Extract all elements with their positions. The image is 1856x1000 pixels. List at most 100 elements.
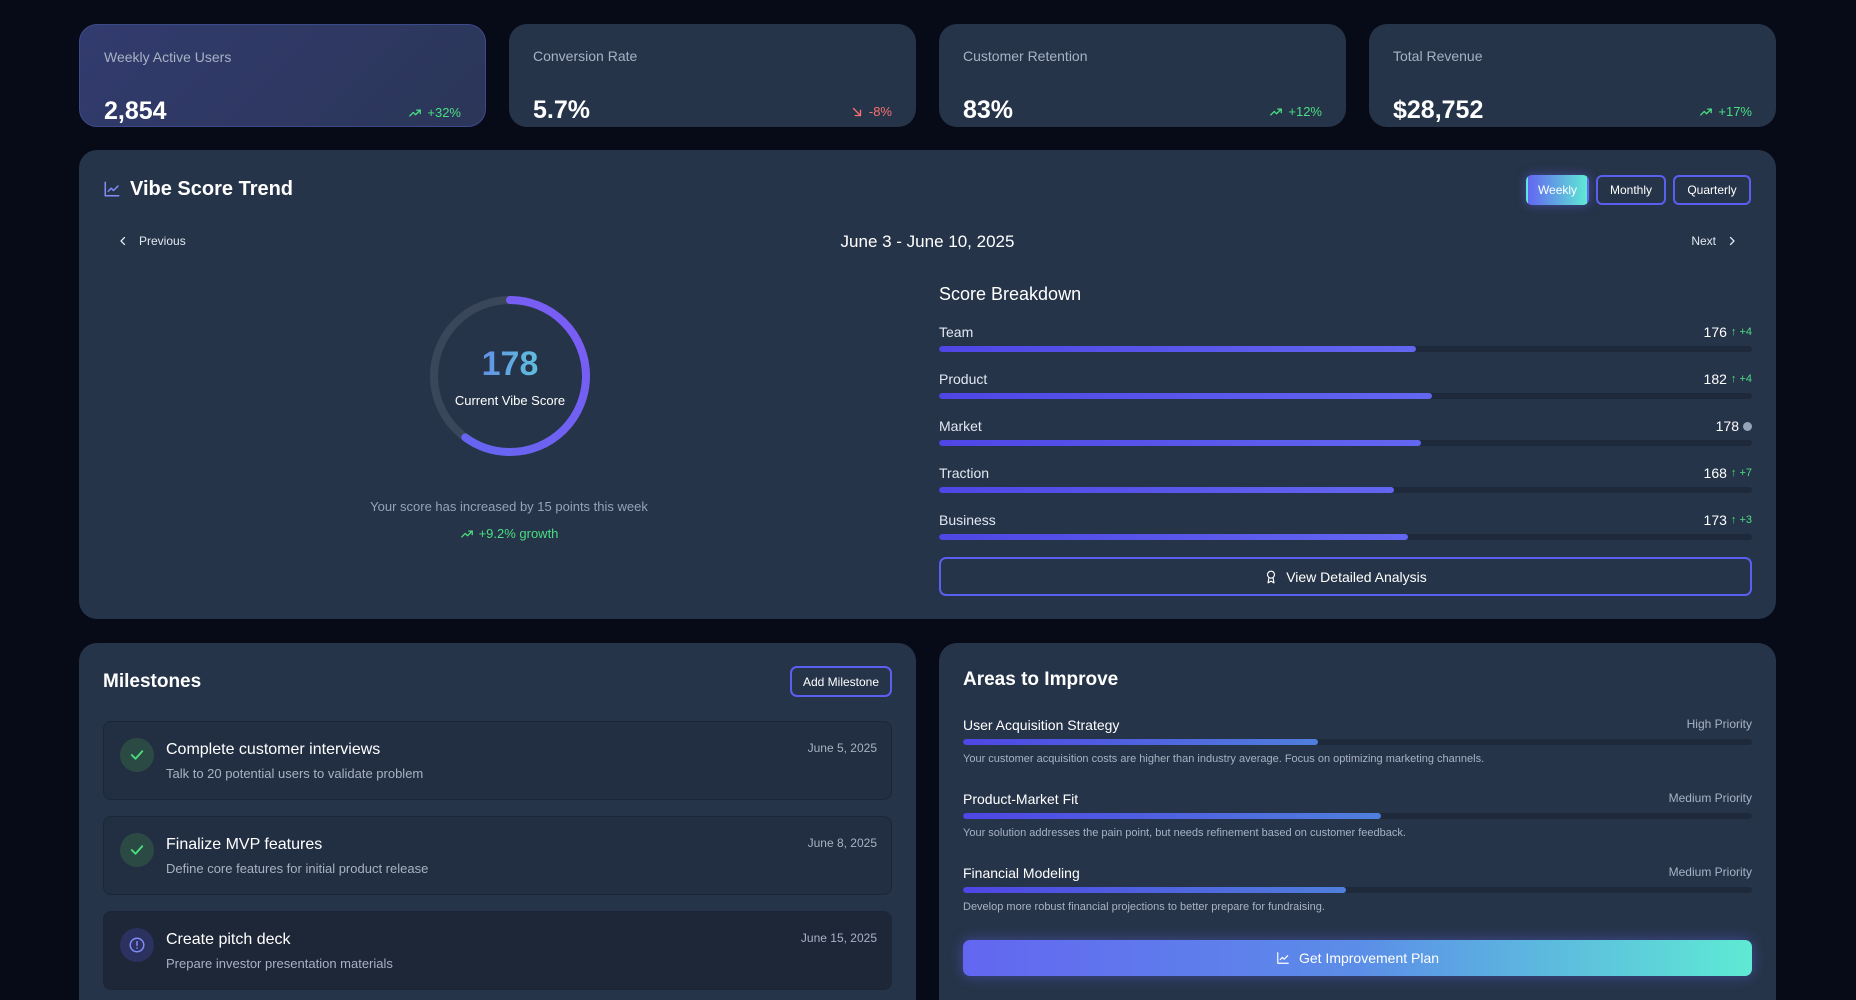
improve-priority: High Priority bbox=[1686, 717, 1752, 731]
breakdown-label: Traction bbox=[939, 465, 990, 481]
range-monthly-button[interactable]: Monthly bbox=[1596, 175, 1666, 205]
breakdown-delta: ↑ +7 bbox=[1730, 467, 1752, 479]
get-improvement-plan-button[interactable]: Get Improvement Plan bbox=[963, 940, 1752, 976]
range-quarterly-button[interactable]: Quarterly bbox=[1673, 175, 1751, 205]
breakdown-track bbox=[939, 393, 1752, 399]
kpi-label: Weekly Active Users bbox=[104, 49, 232, 65]
breakdown-score-value: 168 bbox=[1703, 465, 1727, 481]
improve-desc: Your solution addresses the pain point, … bbox=[963, 827, 1406, 839]
milestone-desc: Talk to 20 potential users to validate p… bbox=[166, 766, 424, 781]
improve-desc: Your customer acquisition costs are high… bbox=[963, 753, 1485, 765]
neutral-dot-icon bbox=[1743, 421, 1752, 431]
breakdown-fill bbox=[939, 440, 1422, 446]
improve-fill bbox=[963, 887, 1346, 893]
line-chart-icon bbox=[1277, 952, 1289, 964]
milestone-status bbox=[120, 833, 154, 867]
date-range: June 3 - June 10, 2025 bbox=[840, 232, 1015, 251]
award-icon bbox=[1267, 570, 1276, 583]
breakdown-score: 173 ↑ +3 bbox=[1704, 512, 1752, 528]
check-icon bbox=[130, 750, 144, 760]
arrow-down-right-icon bbox=[852, 107, 862, 116]
kpi-change-value: -8% bbox=[868, 104, 892, 119]
milestones-title: Milestones bbox=[103, 671, 202, 692]
breakdown-score: 182 ↑ +4 bbox=[1704, 371, 1752, 387]
breakdown-delta: ↑ +4 bbox=[1730, 326, 1752, 338]
milestone-title: Create pitch deck bbox=[166, 931, 291, 948]
breakdown-delta-value: +4 bbox=[1739, 373, 1752, 385]
alert-circle-icon bbox=[129, 937, 145, 953]
areas-to-improve-card: Areas to Improve User Acquisition Strate… bbox=[939, 643, 1776, 1000]
breakdown-score-value: 173 bbox=[1703, 512, 1727, 528]
breakdown-delta: ↑ +4 bbox=[1730, 373, 1752, 385]
breakdown-label: Product bbox=[939, 371, 988, 387]
range-weekly-button[interactable]: Weekly bbox=[1526, 175, 1589, 205]
breakdown-label: Team bbox=[939, 324, 974, 340]
milestone-date: June 8, 2025 bbox=[807, 836, 877, 850]
milestone-item[interactable]: Complete customer interviews Talk to 20 … bbox=[103, 721, 892, 800]
view-detailed-analysis-button[interactable]: View Detailed Analysis bbox=[939, 557, 1752, 596]
improve-priority: Medium Priority bbox=[1668, 865, 1752, 879]
breakdown-delta-value: +4 bbox=[1739, 326, 1752, 338]
milestone-title: Complete customer interviews bbox=[166, 741, 381, 758]
kpi-card-conversion-rate[interactable]: Conversion Rate 5.7% -8% bbox=[509, 24, 916, 127]
breakdown-score-value: 182 bbox=[1703, 371, 1727, 387]
milestones-card: Milestones Add Milestone Complete custom… bbox=[79, 643, 916, 1000]
kpi-value: 2,854 bbox=[104, 97, 167, 125]
breakdown-delta: ↑ +3 bbox=[1730, 514, 1752, 526]
breakdown-score: 176 ↑ +4 bbox=[1704, 324, 1752, 340]
vibe-score-gauge: 178 Current Vibe Score bbox=[427, 293, 593, 459]
milestone-date: June 5, 2025 bbox=[807, 741, 877, 755]
kpi-card-total-revenue[interactable]: Total Revenue $28,752 +17% bbox=[1369, 24, 1776, 127]
trending-up-icon bbox=[460, 529, 473, 538]
breakdown-row-team: Team 176 ↑ +4 bbox=[939, 324, 1752, 364]
kpi-card-customer-retention[interactable]: Customer Retention 83% +12% bbox=[939, 24, 1346, 127]
breakdown-row-product: Product 182 ↑ +4 bbox=[939, 371, 1752, 411]
kpi-change: -8% bbox=[850, 104, 892, 119]
kpi-card-weekly-active-users[interactable]: Weekly Active Users 2,854 +32% bbox=[79, 24, 486, 127]
breakdown-fill bbox=[939, 487, 1395, 493]
improve-name: User Acquisition Strategy bbox=[963, 717, 1120, 733]
chevron-left-icon bbox=[120, 236, 126, 246]
kpi-change: +17% bbox=[1699, 104, 1752, 119]
breakdown-label: Market bbox=[939, 418, 982, 434]
kpi-value: 5.7% bbox=[533, 96, 590, 124]
score-growth-value: +9.2% growth bbox=[478, 526, 559, 541]
add-milestone-button[interactable]: Add Milestone bbox=[790, 666, 892, 697]
improve-desc: Develop more robust financial projection… bbox=[963, 901, 1325, 913]
previous-button[interactable]: Previous bbox=[117, 234, 186, 248]
improve-fill bbox=[963, 813, 1382, 819]
breakdown-track bbox=[939, 534, 1752, 540]
chevron-right-icon bbox=[1729, 236, 1735, 246]
score-breakdown-title: Score Breakdown bbox=[939, 284, 1082, 304]
kpi-change-value: +32% bbox=[427, 105, 461, 120]
score-note: Your score has increased by 15 points th… bbox=[370, 499, 648, 514]
breakdown-track bbox=[939, 346, 1752, 352]
milestone-item[interactable]: Finalize MVP features Define core featur… bbox=[103, 816, 892, 895]
trending-up-icon bbox=[409, 108, 422, 117]
kpi-label: Total Revenue bbox=[1393, 48, 1483, 64]
breakdown-score: 178 bbox=[1716, 418, 1752, 434]
milestone-item[interactable]: Create pitch deck Prepare investor prese… bbox=[103, 911, 892, 990]
breakdown-score-value: 178 bbox=[1715, 418, 1739, 434]
milestone-desc: Define core features for initial product… bbox=[166, 861, 429, 876]
breakdown-row-market: Market 178 bbox=[939, 418, 1752, 458]
next-label: Next bbox=[1691, 234, 1716, 248]
score-growth: +9.2% growth bbox=[309, 526, 709, 541]
kpi-value: 83% bbox=[963, 96, 1014, 124]
kpi-change-value: +17% bbox=[1718, 104, 1752, 119]
breakdown-track bbox=[939, 487, 1752, 493]
breakdown-fill bbox=[939, 534, 1409, 540]
breakdown-delta-value: +7 bbox=[1739, 467, 1752, 479]
trending-up-icon bbox=[1270, 107, 1283, 116]
next-button[interactable]: Next bbox=[1691, 234, 1738, 248]
kpi-label: Customer Retention bbox=[963, 48, 1088, 64]
breakdown-delta-value: +3 bbox=[1739, 514, 1752, 526]
view-detailed-analysis-label: View Detailed Analysis bbox=[1286, 568, 1427, 585]
breakdown-row-business: Business 173 ↑ +3 bbox=[939, 512, 1752, 552]
improve-priority: Medium Priority bbox=[1668, 791, 1752, 805]
breakdown-score-value: 176 bbox=[1703, 324, 1727, 340]
kpi-change: +12% bbox=[1269, 104, 1322, 119]
current-score-value: 178 bbox=[427, 345, 593, 384]
trending-up-icon bbox=[1700, 107, 1713, 116]
kpi-label: Conversion Rate bbox=[533, 48, 638, 64]
